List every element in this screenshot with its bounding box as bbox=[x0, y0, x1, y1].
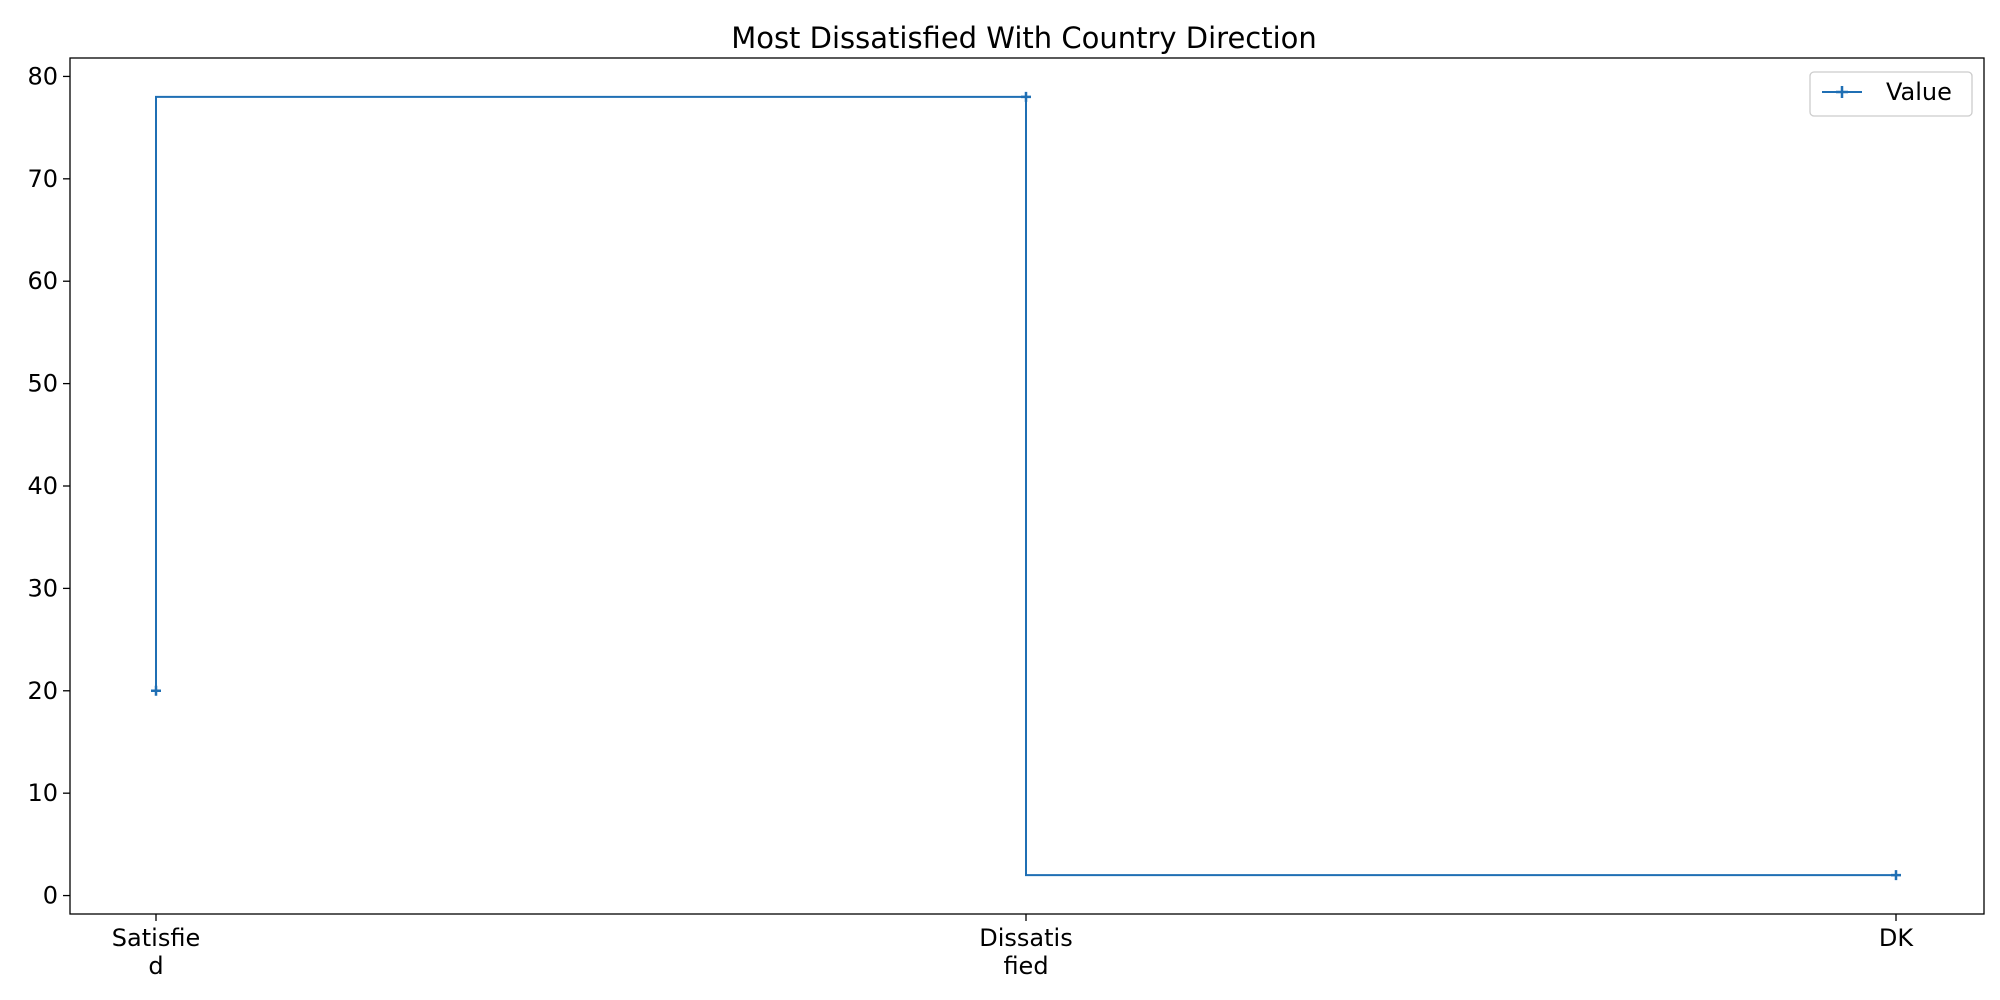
legend: Value bbox=[1809, 71, 1973, 117]
axes-frame bbox=[69, 57, 1985, 915]
plot-area bbox=[151, 91, 1901, 881]
y-tick-label: 10 bbox=[27, 779, 58, 807]
y-tick-label: 50 bbox=[27, 370, 58, 398]
x-axis: Satisfie d Dissatis fied DK bbox=[112, 914, 1914, 980]
chart-title: Most Dissatisfied With Country Direction bbox=[731, 21, 1317, 55]
y-tick-label: 20 bbox=[27, 677, 58, 705]
y-tick-label: 30 bbox=[27, 574, 58, 602]
x-tick-label: Dissatis fied bbox=[979, 924, 1072, 980]
y-tick-label: 80 bbox=[27, 62, 58, 90]
series-line-value bbox=[155, 95, 1896, 877]
data-point-marker bbox=[1021, 91, 1031, 102]
x-tick-label: DK bbox=[1879, 924, 1914, 952]
legend-box bbox=[1809, 71, 1973, 117]
y-tick-label: 0 bbox=[43, 882, 58, 910]
data-point-marker bbox=[151, 685, 161, 696]
legend-label: Value bbox=[1886, 78, 1952, 106]
x-tick-label: Satisfie d bbox=[112, 924, 200, 980]
y-tick-label: 70 bbox=[27, 165, 58, 193]
y-tick-label: 60 bbox=[27, 267, 58, 295]
data-point-marker bbox=[1891, 870, 1901, 881]
y-tick-label: 40 bbox=[27, 472, 58, 500]
y-axis: 0 10 20 30 40 50 60 70 80 bbox=[27, 62, 70, 910]
legend-marker bbox=[1836, 86, 1848, 98]
